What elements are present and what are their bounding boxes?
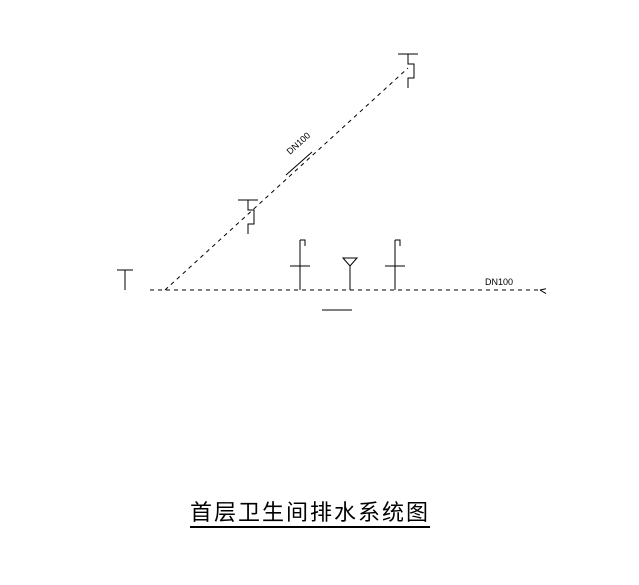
diagonal-pipe xyxy=(165,68,408,290)
diagram-title: 首层卫生间排水系统图 xyxy=(190,495,430,527)
label-dn100-horiz: DN100 xyxy=(485,277,513,287)
flow-arrow xyxy=(540,289,546,294)
label-dn100-diag: DN100 xyxy=(285,130,313,156)
